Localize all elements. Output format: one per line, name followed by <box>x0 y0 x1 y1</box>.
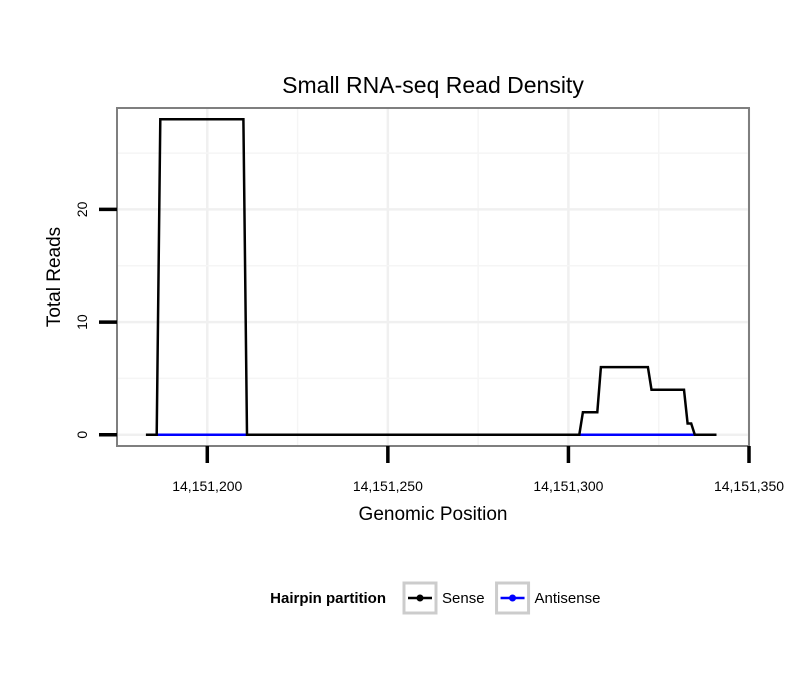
x-tick-label: 14,151,300 <box>533 478 603 494</box>
plot-border <box>116 107 750 447</box>
legend-items: Sense Antisense <box>402 581 601 615</box>
legend-title: Hairpin partition <box>270 590 386 607</box>
y-tick-label: 0 <box>74 431 90 439</box>
x-axis: 14,151,200 14,151,250 14,151,300 14,151,350 <box>172 446 784 494</box>
x-tick-label: 14,151,350 <box>714 478 784 494</box>
y-tick-label: 10 <box>74 314 90 330</box>
x-tick-label: 14,151,200 <box>172 478 242 494</box>
series-line-sense <box>145 118 717 436</box>
legend-label-antisense: Antisense <box>535 590 601 607</box>
plot-background <box>117 108 749 446</box>
chart-title: Small RNA-seq Read Density <box>282 72 584 98</box>
y-axis-title: Total Reads <box>44 227 65 327</box>
x-tick-label: 14,151,250 <box>353 478 423 494</box>
y-axis: 0 10 20 <box>74 201 117 439</box>
x-axis-title: Genomic Position <box>359 504 508 525</box>
legend: Hairpin partition Sense Antisense <box>270 581 601 615</box>
legend-key-point <box>509 594 517 602</box>
series-layer <box>145 118 717 436</box>
legend-label-sense: Sense <box>442 590 485 607</box>
y-tick-label: 20 <box>74 201 90 217</box>
legend-key-point <box>416 594 424 602</box>
